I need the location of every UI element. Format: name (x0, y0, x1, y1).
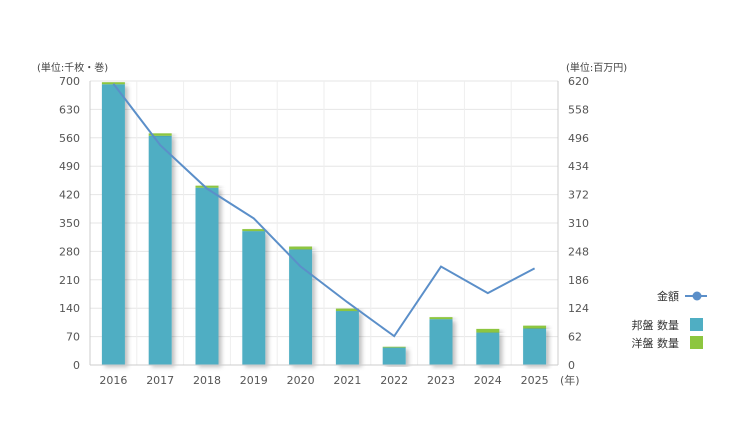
left-unit-label: (単位:千枚・巻) (37, 61, 108, 74)
bar-邦盤-数量-2019[interactable] (242, 231, 266, 365)
y-left-tick-label: 140 (59, 302, 80, 315)
bar-洋盤-数量-2021[interactable] (335, 308, 359, 312)
y-left-tick-label: 70 (66, 331, 80, 344)
bar-邦盤-数量-2020[interactable] (289, 249, 313, 365)
legend-label: 洋盤 数量 (632, 336, 680, 350)
x-tick-label: 2017 (146, 374, 174, 387)
y-right-tick-label: 620 (568, 75, 589, 88)
legend-label: 金額 (657, 289, 679, 303)
y-right-tick-label: 434 (568, 160, 589, 173)
bar-洋盤-数量-2016[interactable] (101, 82, 125, 85)
series-line-金額[interactable] (112, 83, 536, 338)
bar-邦盤-数量-2016[interactable] (101, 84, 125, 365)
bar-洋盤-数量-2020[interactable] (289, 246, 313, 250)
y-right-tick-label: 248 (568, 245, 589, 258)
y-left-tick-label: 280 (59, 245, 80, 258)
bar-洋盤-数量-2017[interactable] (148, 133, 172, 136)
x-tick-label: 2025 (521, 374, 549, 387)
legend-label: 邦盤 数量 (632, 319, 680, 332)
bar-洋盤-数量-2025[interactable] (523, 325, 547, 329)
bar-邦盤-数量-2025[interactable] (523, 328, 547, 365)
y-left-tick-label: 210 (59, 274, 80, 287)
bar-洋盤-数量-2022[interactable] (382, 346, 406, 348)
y-left-tick-label: 560 (59, 132, 80, 145)
right-unit-label: (単位:百万円) (566, 61, 627, 74)
y-right-tick-label: 496 (568, 132, 589, 145)
x-tick-label: 2021 (333, 374, 361, 387)
x-tick-label: 2016 (99, 374, 127, 387)
x-tick-label: 2019 (240, 374, 268, 387)
bar-洋盤-数量-2019[interactable] (242, 229, 266, 232)
bars (101, 82, 547, 365)
bar-洋盤-数量-2018[interactable] (195, 185, 219, 188)
y-left-tick-label: 630 (59, 103, 80, 116)
bar-邦盤-数量-2023[interactable] (429, 319, 453, 365)
x-tick-label: 2022 (380, 374, 408, 387)
y-right-tick-label: 0 (568, 359, 575, 372)
bar-洋盤-数量-2023[interactable] (429, 317, 453, 320)
y-left-tick-label: 420 (59, 189, 80, 202)
x-tick-label: 2023 (427, 374, 455, 387)
y-right-tick-label: 310 (568, 217, 589, 230)
bar-邦盤-数量-2024[interactable] (476, 332, 500, 365)
x-unit-label: (年) (560, 373, 580, 387)
y-right-tick-label: 124 (568, 302, 589, 315)
legend-swatch (690, 318, 703, 331)
bar-邦盤-数量-2018[interactable] (195, 187, 219, 365)
bar-邦盤-数量-2017[interactable] (148, 135, 172, 365)
legend-marker (692, 291, 702, 301)
y-left-tick-label: 700 (59, 75, 80, 88)
bar-邦盤-数量-2022[interactable] (382, 347, 406, 365)
bar-洋盤-数量-2024[interactable] (476, 328, 500, 333)
axes: 0 70 140 210 280 350 420 490 560 630 700 0 62 124 186 2… (59, 75, 589, 387)
x-tick-label: 2020 (287, 374, 315, 387)
legend-swatch (690, 336, 703, 349)
x-tick-label: 2018 (193, 374, 221, 387)
bar-邦盤-数量-2021[interactable] (335, 311, 359, 365)
y-left-tick-label: 350 (59, 217, 80, 230)
y-right-tick-label: 62 (568, 331, 582, 344)
y-left-tick-label: 0 (73, 359, 80, 372)
y-right-tick-label: 372 (568, 189, 589, 202)
y-right-tick-label: 186 (568, 274, 589, 287)
amount-line (112, 83, 536, 338)
y-right-tick-label: 558 (568, 103, 589, 116)
y-left-tick-label: 490 (59, 160, 80, 173)
x-tick-label: 2024 (474, 374, 502, 387)
